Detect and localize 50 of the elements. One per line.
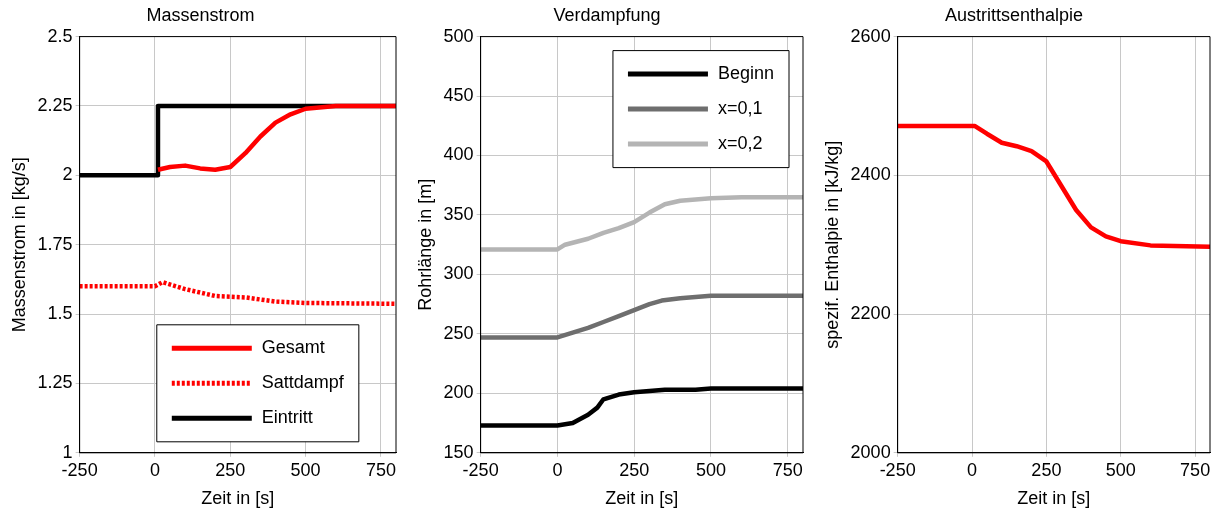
x-axis-title: Zeit in [s] [201,488,275,509]
y-axis-title: Rohrlänge in [m] [414,178,435,311]
chart-title: Massenstrom [146,4,255,25]
y-tick-label: 2400 [850,164,891,185]
y-tick-label: 2600 [850,25,891,46]
x-tick-label: -250 [462,459,499,480]
chart-title: Austrittsenthalpie [944,4,1084,25]
y-axis-title: spezif. Enthalpie in [kJ/kg] [821,140,842,349]
y-tick-label: 1.25 [37,372,73,393]
line-series [79,279,396,307]
chart-title: Verdampfung [553,4,661,25]
legend-label: Beginn [717,63,775,84]
x-tick-label: 250 [215,459,246,480]
y-tick-label: 1 [62,441,73,462]
x-tick-label: 250 [619,459,650,480]
x-tick-label: -250 [879,459,916,480]
y-tick-label: 200 [443,382,474,403]
y-tick-label: 2.25 [37,94,73,115]
y-tick-label: 500 [443,25,474,46]
x-tick-label: 0 [552,459,563,480]
y-tick-label: 150 [443,441,474,462]
x-tick-label: 500 [290,459,321,480]
x-tick-label: 750 [365,459,396,480]
y-tick-label: 350 [443,203,474,224]
legend-label: Sattdampf [261,372,345,393]
x-tick-label: 0 [149,459,160,480]
y-tick-label: 450 [443,85,474,106]
y-tick-label: 1.75 [37,233,73,254]
x-tick-label: 500 [1105,459,1136,480]
x-axis-title: Zeit in [s] [605,488,679,509]
y-tick-label: 400 [443,144,474,165]
y-tick-label: 300 [443,263,474,284]
y-axis-title: Massenstrom in [kg/s] [8,157,29,333]
x-tick-label: 0 [967,459,978,480]
y-tick-label: 2200 [850,303,891,324]
y-tick-label: 2000 [850,441,891,462]
x-tick-label: 750 [772,459,803,480]
x-tick-label: 750 [1180,459,1211,480]
y-tick-label: 2.5 [47,25,73,46]
x-tick-label: 250 [1031,459,1062,480]
x-tick-label: -250 [61,459,98,480]
x-axis-title: Zeit in [s] [1017,488,1091,509]
y-tick-label: 2 [62,164,73,185]
legend-label: Gesamt [261,337,325,358]
y-tick-label: 250 [443,322,474,343]
x-tick-label: 500 [695,459,726,480]
legend-label: Eintritt [261,407,313,428]
legend-label: x=0,2 [717,133,763,154]
y-tick-label: 1.5 [47,303,73,324]
legend-label: x=0,1 [717,98,763,119]
